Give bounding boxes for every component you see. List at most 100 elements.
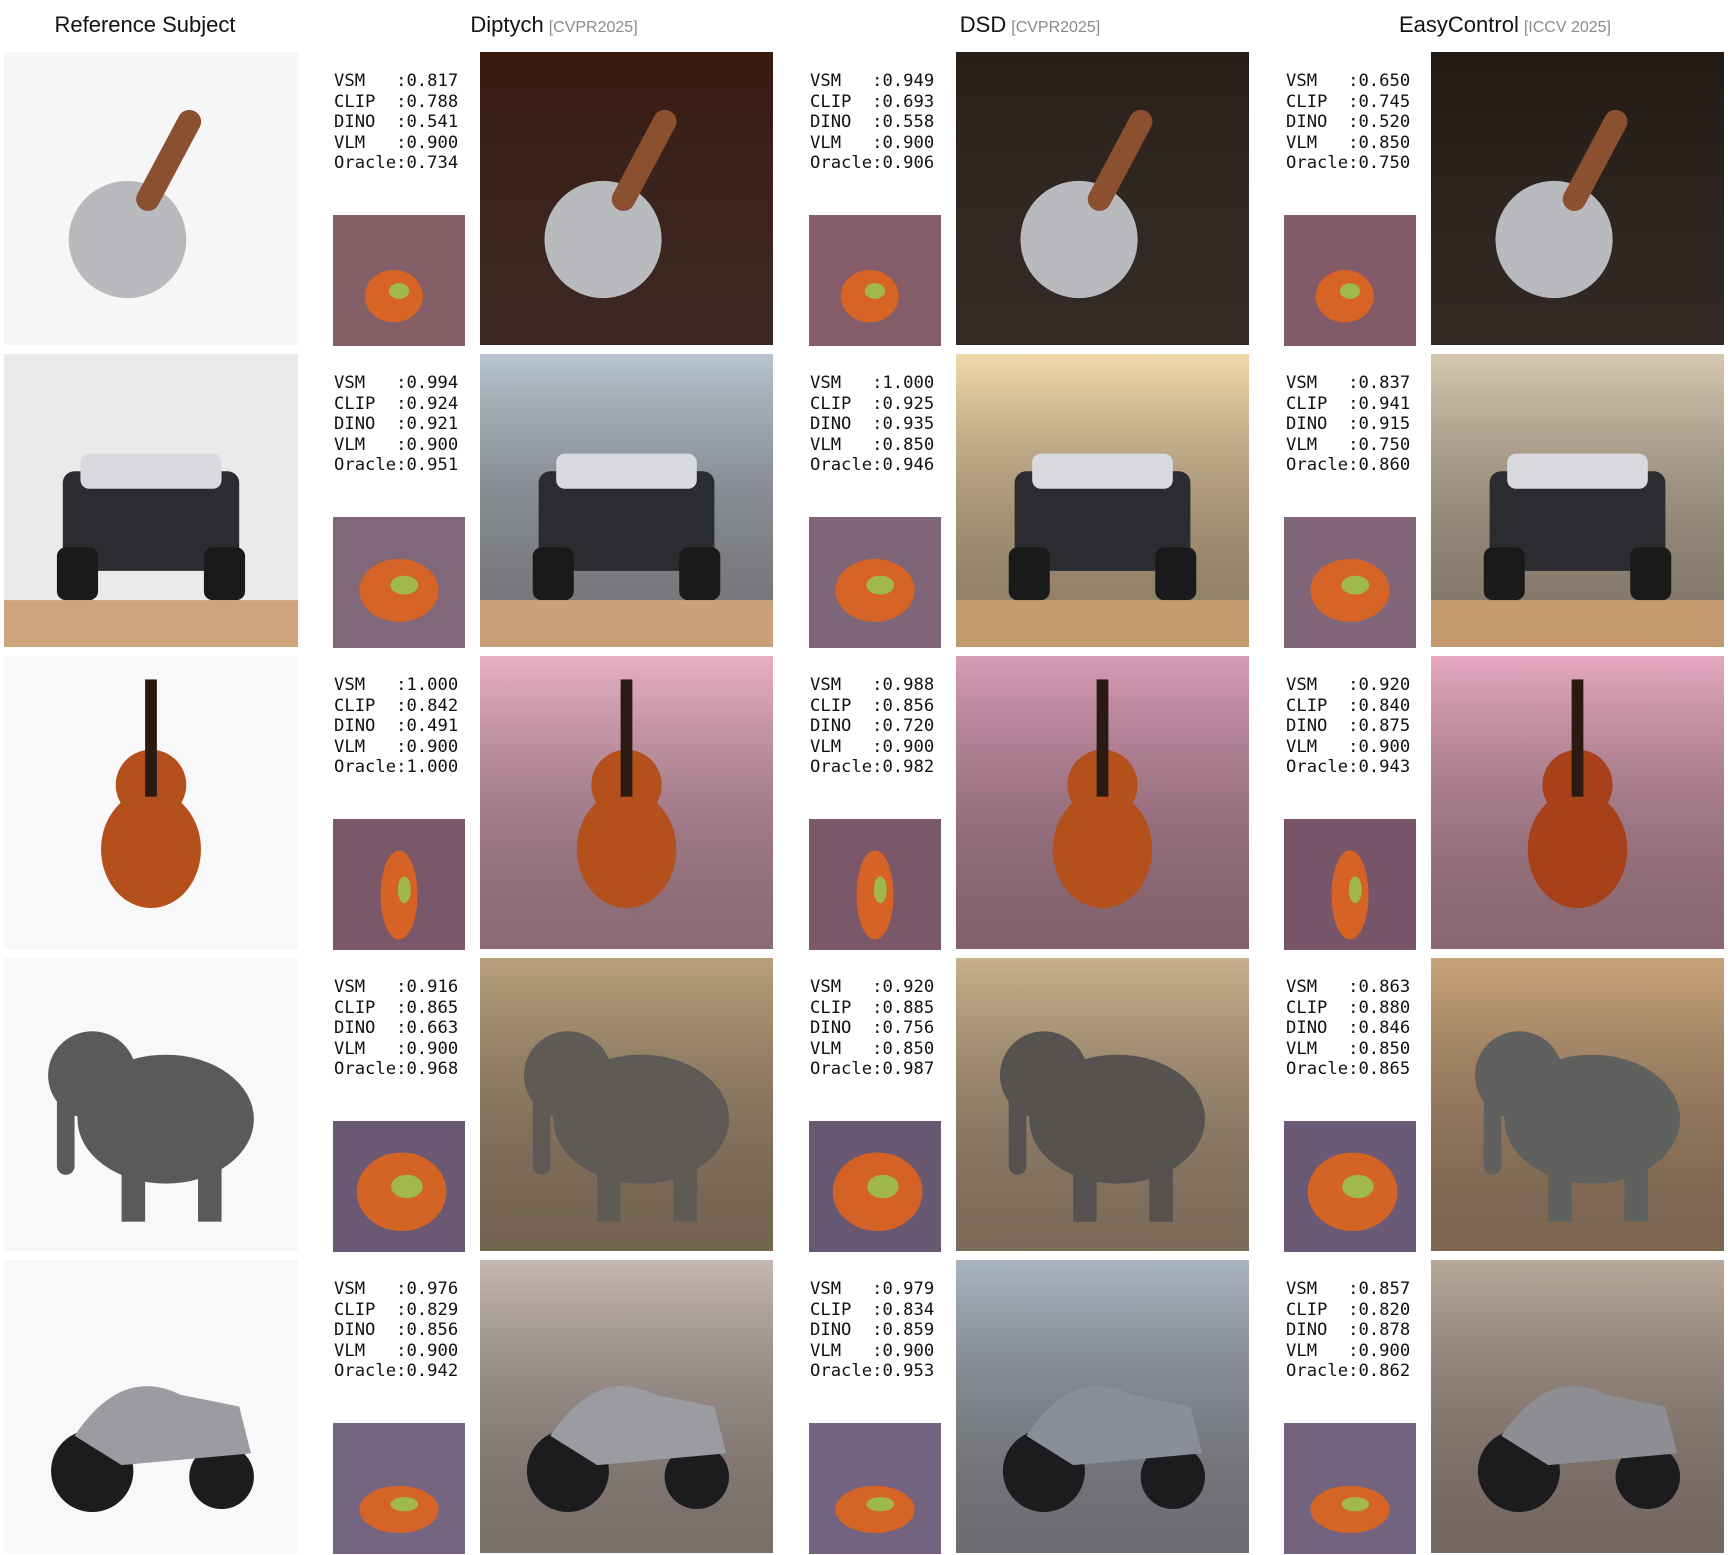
generated-image-pizza-cutter bbox=[480, 52, 773, 345]
metric-line: CLIP :0.880 bbox=[1286, 998, 1426, 1019]
reference-header-label: Reference Subject bbox=[54, 12, 236, 37]
metric-line: Oracle:0.734 bbox=[334, 153, 474, 174]
method-venue: [CVPR2025] bbox=[548, 19, 638, 36]
metric-label: Oracle bbox=[1286, 153, 1349, 174]
metric-line: DINO :0.935 bbox=[810, 414, 950, 435]
metric-label: Oracle bbox=[810, 757, 873, 778]
metric-value: :0.951 bbox=[396, 455, 459, 476]
metric-value: :0.756 bbox=[872, 1018, 935, 1039]
metric-value: :0.863 bbox=[1348, 977, 1411, 997]
metric-label: DINO bbox=[334, 1320, 397, 1341]
metrics-block: VSM :0.949 CLIP :0.693 DINO :0.558 VLM :0.9… bbox=[810, 71, 950, 174]
metric-label: VSM bbox=[334, 71, 397, 91]
metric-label: Oracle bbox=[1286, 455, 1349, 476]
metric-label: Oracle bbox=[1286, 757, 1349, 778]
metric-value: :0.820 bbox=[1348, 1299, 1411, 1320]
metric-line: VLM :0.900 bbox=[810, 737, 950, 758]
attention-heatmap bbox=[333, 517, 465, 648]
metric-value: :0.915 bbox=[1348, 414, 1411, 435]
metric-line: VLM :0.900 bbox=[334, 1039, 474, 1060]
attention-heatmap bbox=[809, 819, 941, 950]
metric-value: :0.953 bbox=[872, 1361, 935, 1382]
metric-value: :0.840 bbox=[1348, 695, 1411, 716]
metric-label: Oracle bbox=[1286, 1361, 1349, 1382]
metric-line: VLM :0.750 bbox=[1286, 435, 1426, 456]
metric-value: :0.865 bbox=[396, 997, 459, 1018]
metrics-block: VSM :0.994 CLIP :0.924 DINO :0.921 VLM :0.9… bbox=[334, 373, 474, 476]
metric-label: DINO bbox=[1286, 1018, 1349, 1039]
metric-label: CLIP bbox=[1286, 997, 1349, 1018]
metric-value: :0.850 bbox=[872, 434, 935, 455]
metric-label: DINO bbox=[1286, 414, 1349, 435]
metric-line: VLM :0.900 bbox=[1286, 737, 1426, 758]
metric-line: VSM :0.979 bbox=[810, 1279, 950, 1300]
metric-label: DINO bbox=[1286, 1320, 1349, 1341]
metrics-block: VSM :0.916 CLIP :0.865 DINO :0.663 VLM :0.9… bbox=[334, 977, 474, 1080]
metric-line: VLM :0.900 bbox=[810, 1341, 950, 1362]
metric-value: :0.994 bbox=[396, 373, 459, 393]
metric-value: :0.837 bbox=[1348, 373, 1411, 393]
metric-value: :0.900 bbox=[872, 132, 935, 153]
metric-value: :0.850 bbox=[872, 1038, 935, 1059]
metric-line: DINO :0.921 bbox=[334, 414, 474, 435]
metric-label: CLIP bbox=[810, 393, 873, 414]
metric-label: VLM bbox=[810, 1340, 873, 1361]
metric-label: VSM bbox=[1286, 71, 1349, 91]
metric-label: VSM bbox=[810, 71, 873, 91]
metric-value: :0.941 bbox=[1348, 393, 1411, 414]
metric-line: Oracle:0.943 bbox=[1286, 757, 1426, 778]
metric-value: :0.976 bbox=[396, 1279, 459, 1299]
metric-line: Oracle:0.968 bbox=[334, 1059, 474, 1080]
metrics-block: VSM :0.837 CLIP :0.941 DINO :0.915 VLM :0.7… bbox=[1286, 373, 1426, 476]
metric-label: VSM bbox=[1286, 373, 1349, 393]
metrics-block: VSM :0.979 CLIP :0.834 DINO :0.859 VLM :0.9… bbox=[810, 1279, 950, 1382]
metric-label: Oracle bbox=[334, 153, 397, 174]
metric-line: VLM :0.900 bbox=[334, 133, 474, 154]
generated-image-elephant bbox=[1431, 958, 1724, 1251]
metric-line: VLM :0.850 bbox=[1286, 1039, 1426, 1060]
metric-label: VLM bbox=[334, 1340, 397, 1361]
metric-value: :0.860 bbox=[1348, 455, 1411, 476]
metric-value: :0.880 bbox=[1348, 997, 1411, 1018]
metric-line: CLIP :0.820 bbox=[1286, 1300, 1426, 1321]
metric-value: :0.693 bbox=[872, 91, 935, 112]
metric-value: :0.734 bbox=[396, 153, 459, 174]
metrics-block: VSM :0.650 CLIP :0.745 DINO :0.520 VLM :0.8… bbox=[1286, 71, 1426, 174]
metric-value: :0.906 bbox=[872, 153, 935, 174]
metric-value: :0.520 bbox=[1348, 112, 1411, 133]
metric-line: Oracle:0.951 bbox=[334, 455, 474, 476]
metric-line: CLIP :0.885 bbox=[810, 998, 950, 1019]
metric-value: :0.900 bbox=[396, 1038, 459, 1059]
metric-line: CLIP :0.856 bbox=[810, 696, 950, 717]
metric-value: :0.862 bbox=[1348, 1361, 1411, 1382]
attention-heatmap bbox=[1284, 215, 1416, 346]
metric-label: CLIP bbox=[1286, 91, 1349, 112]
metric-line: DINO :0.878 bbox=[1286, 1320, 1426, 1341]
method-venue: [ICCV 2025] bbox=[1523, 19, 1611, 36]
metric-value: :0.817 bbox=[396, 71, 459, 91]
metric-label: DINO bbox=[810, 1018, 873, 1039]
metric-value: :0.865 bbox=[1348, 1059, 1411, 1080]
metric-line: Oracle:0.953 bbox=[810, 1361, 950, 1382]
metric-line: VLM :0.900 bbox=[810, 133, 950, 154]
reference-image-violin bbox=[4, 656, 298, 949]
metric-line: VLM :0.850 bbox=[1286, 133, 1426, 154]
metric-label: CLIP bbox=[810, 695, 873, 716]
metric-label: DINO bbox=[334, 414, 397, 435]
metric-label: CLIP bbox=[334, 695, 397, 716]
metric-line: Oracle:0.906 bbox=[810, 153, 950, 174]
metric-value: :0.900 bbox=[872, 736, 935, 757]
attention-heatmap bbox=[1284, 517, 1416, 648]
metric-label: VSM bbox=[334, 373, 397, 393]
metric-value: :0.878 bbox=[1348, 1320, 1411, 1341]
metric-value: :0.850 bbox=[1348, 132, 1411, 153]
metric-value: :0.850 bbox=[1348, 1038, 1411, 1059]
metric-line: DINO :0.856 bbox=[334, 1320, 474, 1341]
metric-label: VLM bbox=[810, 736, 873, 757]
metric-line: DINO :0.756 bbox=[810, 1018, 950, 1039]
attention-heatmap bbox=[1284, 1121, 1416, 1252]
metric-label: CLIP bbox=[1286, 393, 1349, 414]
method-header-easycontrol: EasyControl [ICCV 2025] bbox=[1281, 12, 1728, 46]
metric-label: CLIP bbox=[810, 1299, 873, 1320]
metric-label: DINO bbox=[810, 716, 873, 737]
